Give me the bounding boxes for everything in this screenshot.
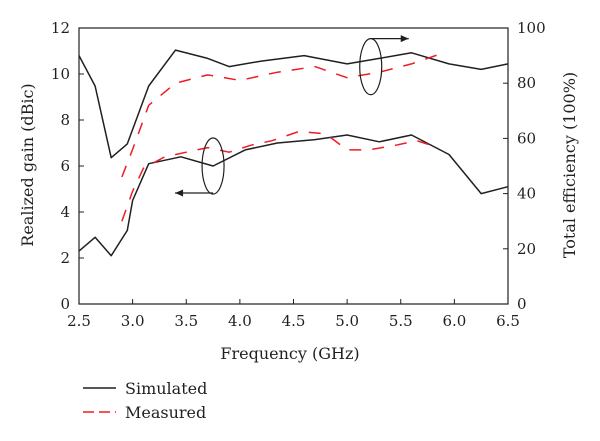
- x-tick-label: 4.5: [282, 312, 306, 330]
- left-y-tick-label: 2: [60, 249, 70, 267]
- left-y-tick-label: 8: [60, 111, 70, 129]
- right-y-tick-label: 40: [517, 185, 536, 203]
- left-y-tick-label: 12: [51, 19, 70, 37]
- simulated-gain-line: [78, 134, 509, 257]
- x-tick-label: 6.5: [496, 312, 520, 330]
- x-tick-label: 3.5: [174, 312, 198, 330]
- right-y-tick-label: 60: [517, 129, 536, 147]
- annotation-arrow-head: [400, 35, 409, 43]
- x-axis-ticks: 2.5 3.0 3.5 4.0 4.5 5.0 5.5 6.0 6.5: [67, 299, 520, 330]
- x-tick-label: 5.5: [389, 312, 413, 330]
- left-y-tick-label: 6: [60, 157, 70, 175]
- legend-measured-label: Measured: [125, 403, 206, 422]
- left-y-tick-label: 10: [51, 65, 70, 83]
- annotation-layer: [175, 35, 409, 197]
- annotation-ellipse: [201, 137, 225, 195]
- right-y-tick-label: 20: [517, 240, 536, 258]
- x-tick-label: 5.0: [335, 312, 359, 330]
- measured-gain-line: [121, 130, 439, 222]
- measured-efficiency-line: [121, 52, 444, 178]
- right-y-tick-label: 0: [517, 295, 527, 313]
- left-y-tick-label: 4: [60, 203, 70, 221]
- left-y-axis-title: Realized gain (dBic): [18, 83, 37, 246]
- x-tick-label: 4.0: [228, 312, 252, 330]
- x-tick-label: 2.5: [67, 312, 91, 330]
- simulated-efficiency-line: [78, 49, 509, 159]
- right-y-tick-label: 100: [517, 19, 546, 37]
- annotation-arrow-head: [175, 189, 184, 197]
- x-tick-label: 3.0: [121, 312, 145, 330]
- annotation-ellipse: [359, 38, 383, 96]
- legend: Simulated Measured: [83, 379, 207, 422]
- series-layer: [78, 49, 509, 257]
- legend-simulated-label: Simulated: [125, 379, 207, 398]
- left-y-axis-ticks: 0 2 4 6 8 10 12: [51, 19, 84, 313]
- left-y-tick-label: 0: [60, 295, 70, 313]
- x-axis-title: Frequency (GHz): [220, 344, 359, 363]
- right-y-axis-title: Total efficiency (100%): [560, 72, 579, 258]
- right-y-axis-ticks: 0 20 40 60 80 100: [503, 19, 546, 313]
- right-y-tick-label: 80: [517, 74, 536, 92]
- x-tick-label: 6.0: [442, 312, 466, 330]
